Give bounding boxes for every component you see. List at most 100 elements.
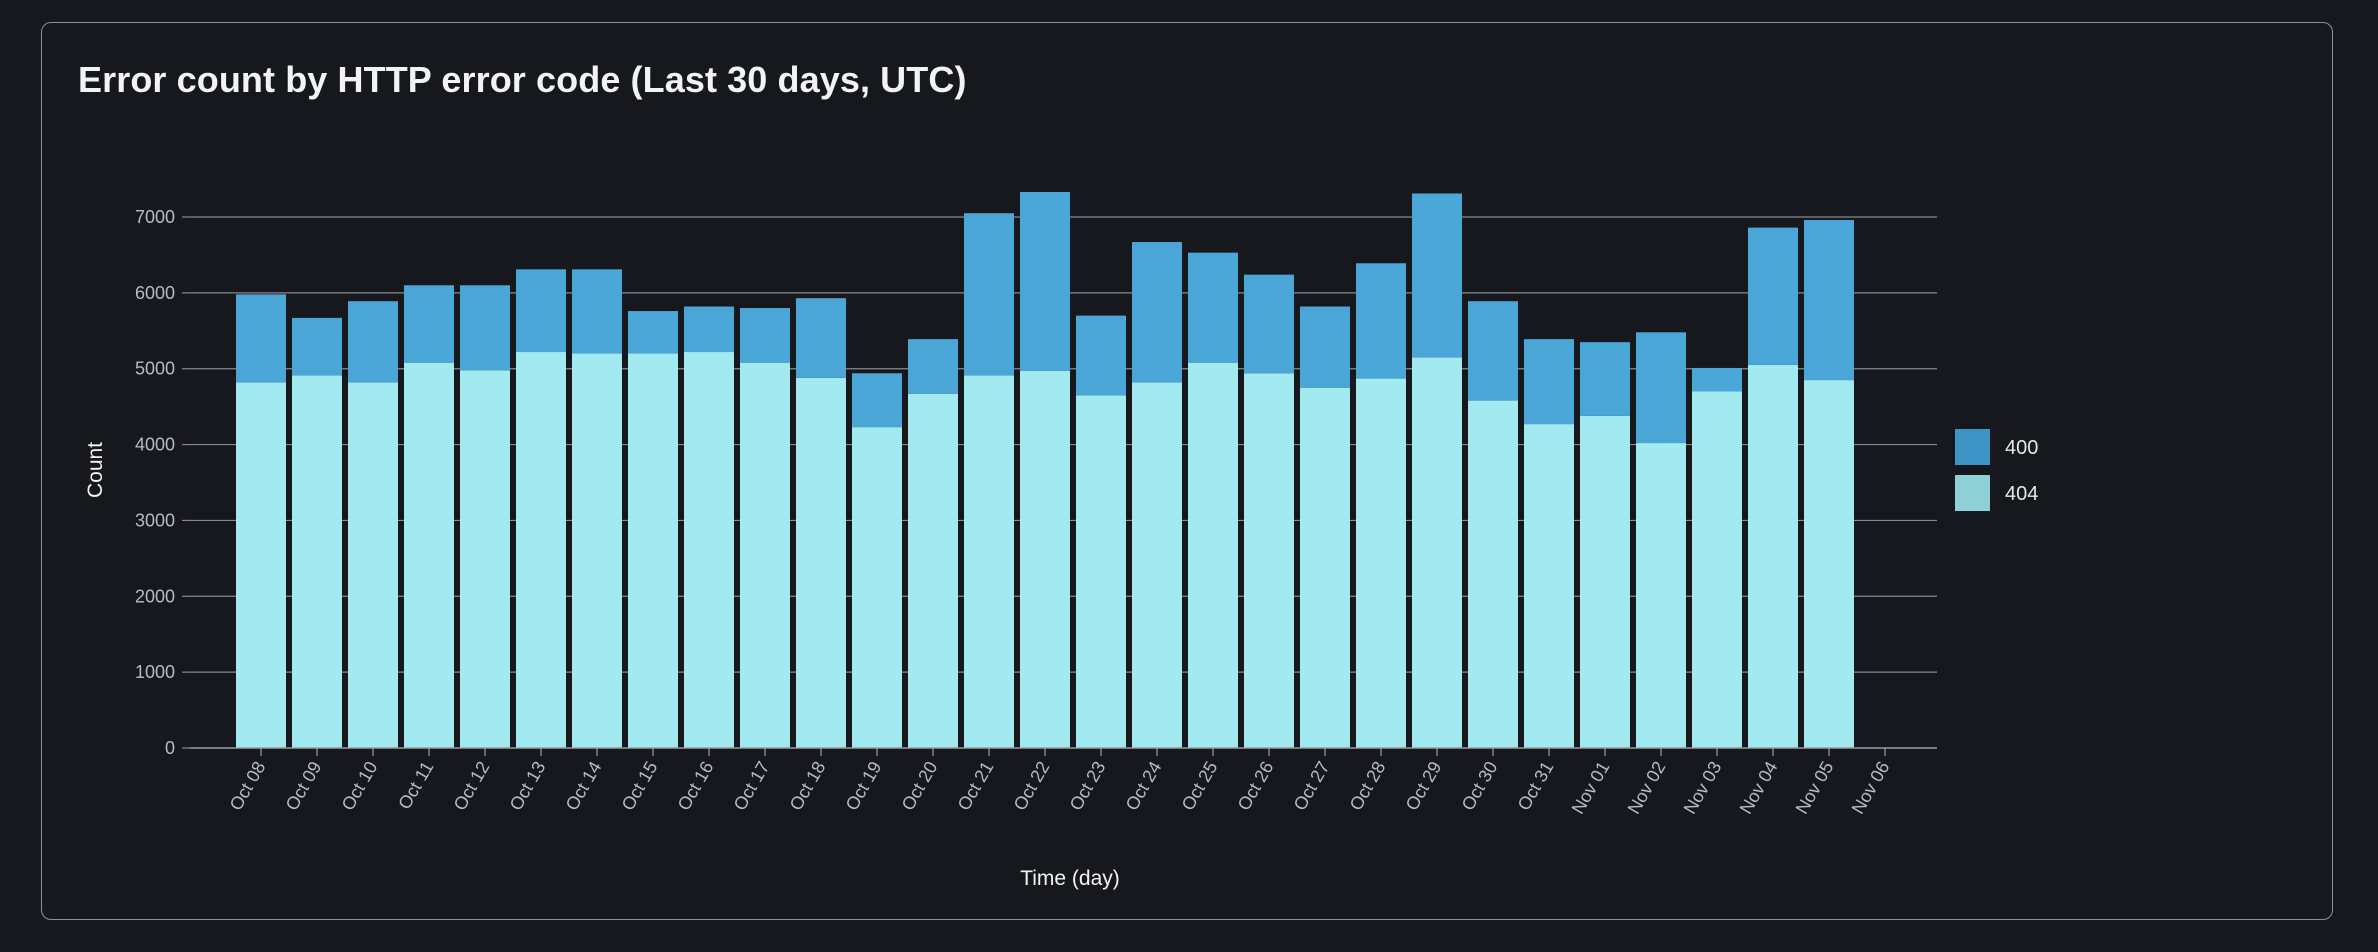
bar-404 xyxy=(1524,424,1574,748)
bar-404 xyxy=(1580,415,1630,748)
x-tick-label: Oct 16 xyxy=(674,758,718,814)
bar-404 xyxy=(236,382,286,748)
x-tick-label: Oct 13 xyxy=(506,758,550,814)
bar-404 xyxy=(460,370,510,748)
bar-404 xyxy=(1076,395,1126,748)
y-tick-label: 1000 xyxy=(135,662,175,682)
bar-404 xyxy=(1356,378,1406,748)
bar-404 xyxy=(852,427,902,748)
y-tick-label: 3000 xyxy=(135,510,175,530)
y-tick-label: 7000 xyxy=(135,207,175,227)
y-axis-label: Count xyxy=(84,442,107,498)
legend: 400 404 xyxy=(1955,429,2038,511)
x-axis-ticks: Oct 08 Oct 09 Oct 10 Oct 11 Oct 12 Oct 13 Oct … xyxy=(226,748,1894,817)
bar-400 xyxy=(1636,332,1686,444)
bar-400 xyxy=(740,308,790,363)
bar-400 xyxy=(404,285,454,363)
x-tick-label: Oct 24 xyxy=(1122,758,1166,814)
bar-404 xyxy=(516,352,566,748)
bar-400 xyxy=(628,311,678,354)
bar-400 xyxy=(1076,315,1126,396)
bar-400 xyxy=(1804,220,1854,381)
bar-404 xyxy=(572,353,622,748)
y-tick-label: 2000 xyxy=(135,586,175,606)
x-tick-label: Oct 19 xyxy=(842,758,886,814)
x-tick-label: Oct 17 xyxy=(730,758,774,814)
bar-400 xyxy=(908,339,958,394)
bar-400 xyxy=(348,301,398,383)
bar-400 xyxy=(1188,252,1238,363)
x-axis-label: Time (day) xyxy=(1020,867,1120,890)
bar-400 xyxy=(1020,191,1070,371)
bar-400 xyxy=(1524,339,1574,425)
bar-400 xyxy=(1748,227,1798,365)
bar-400 xyxy=(236,294,286,383)
x-tick-label: Oct 14 xyxy=(562,758,606,814)
bar-400 xyxy=(1244,274,1294,374)
bar-404 xyxy=(628,353,678,748)
bar-404 xyxy=(1132,382,1182,748)
x-tick-label: Nov 03 xyxy=(1680,758,1726,817)
x-tick-label: Oct 08 xyxy=(226,758,270,814)
bar-404 xyxy=(292,375,342,748)
y-tick-label: 5000 xyxy=(135,359,175,379)
bar-404 xyxy=(348,382,398,748)
bar-404 xyxy=(1748,364,1798,748)
bar-400 xyxy=(1692,367,1742,392)
x-tick-label: Oct 28 xyxy=(1346,758,1390,814)
bar-404 xyxy=(964,375,1014,748)
x-tick-label: Nov 01 xyxy=(1568,758,1614,817)
bar-404 xyxy=(1188,362,1238,748)
x-tick-label: Nov 06 xyxy=(1848,758,1894,817)
x-tick-label: Nov 04 xyxy=(1736,758,1782,817)
x-tick-label: Oct 26 xyxy=(1234,758,1278,814)
legend-swatch-404 xyxy=(1955,475,1990,511)
bar-400 xyxy=(292,317,342,376)
y-axis-ticks: 0 1000 2000 3000 4000 5000 6000 7000 xyxy=(135,207,190,758)
x-tick-label: Oct 31 xyxy=(1514,758,1558,814)
bar-404 xyxy=(908,393,958,748)
bar-404 xyxy=(1020,370,1070,748)
bar-404 xyxy=(1244,373,1294,748)
bar-404 xyxy=(796,377,846,748)
x-tick-label: Oct 22 xyxy=(1010,758,1054,814)
bar-400 xyxy=(852,373,902,428)
legend-label-404: 404 xyxy=(2005,483,2038,505)
bar-400 xyxy=(1300,306,1350,388)
bar-400 xyxy=(1356,263,1406,379)
x-tick-label: Oct 23 xyxy=(1066,758,1110,814)
x-tick-label: Oct 27 xyxy=(1290,758,1334,814)
bar-404 xyxy=(740,362,790,748)
bar-400 xyxy=(572,269,622,354)
bar-404 xyxy=(1468,400,1518,748)
x-tick-label: Oct 30 xyxy=(1458,758,1502,814)
x-tick-label: Oct 09 xyxy=(282,758,326,814)
legend-swatch-400 xyxy=(1955,429,1990,465)
bar-404 xyxy=(1300,387,1350,748)
bar-400 xyxy=(1580,342,1630,416)
legend-label-400: 400 xyxy=(2005,437,2038,459)
x-tick-label: Nov 05 xyxy=(1792,758,1838,817)
x-tick-label: Oct 12 xyxy=(450,758,494,814)
bar-404 xyxy=(1692,391,1742,748)
x-tick-label: Oct 29 xyxy=(1402,758,1446,814)
x-tick-label: Oct 20 xyxy=(898,758,942,814)
bar-400 xyxy=(1132,242,1182,383)
bar-404 xyxy=(404,362,454,748)
x-tick-label: Oct 15 xyxy=(618,758,662,814)
x-tick-label: Oct 10 xyxy=(338,758,382,814)
bar-400 xyxy=(684,306,734,353)
y-tick-label: 4000 xyxy=(135,435,175,455)
bar-400 xyxy=(964,213,1014,376)
x-tick-label: Oct 25 xyxy=(1178,758,1222,814)
x-tick-label: Oct 21 xyxy=(954,758,998,814)
bar-404 xyxy=(684,352,734,748)
y-tick-label: 6000 xyxy=(135,283,175,303)
bar-400 xyxy=(460,285,510,371)
bar-404 xyxy=(1804,380,1854,748)
x-tick-label: Nov 02 xyxy=(1624,758,1670,817)
y-tick-label: 0 xyxy=(165,738,175,758)
bar-404 xyxy=(1412,357,1462,748)
bar-400 xyxy=(1468,301,1518,401)
